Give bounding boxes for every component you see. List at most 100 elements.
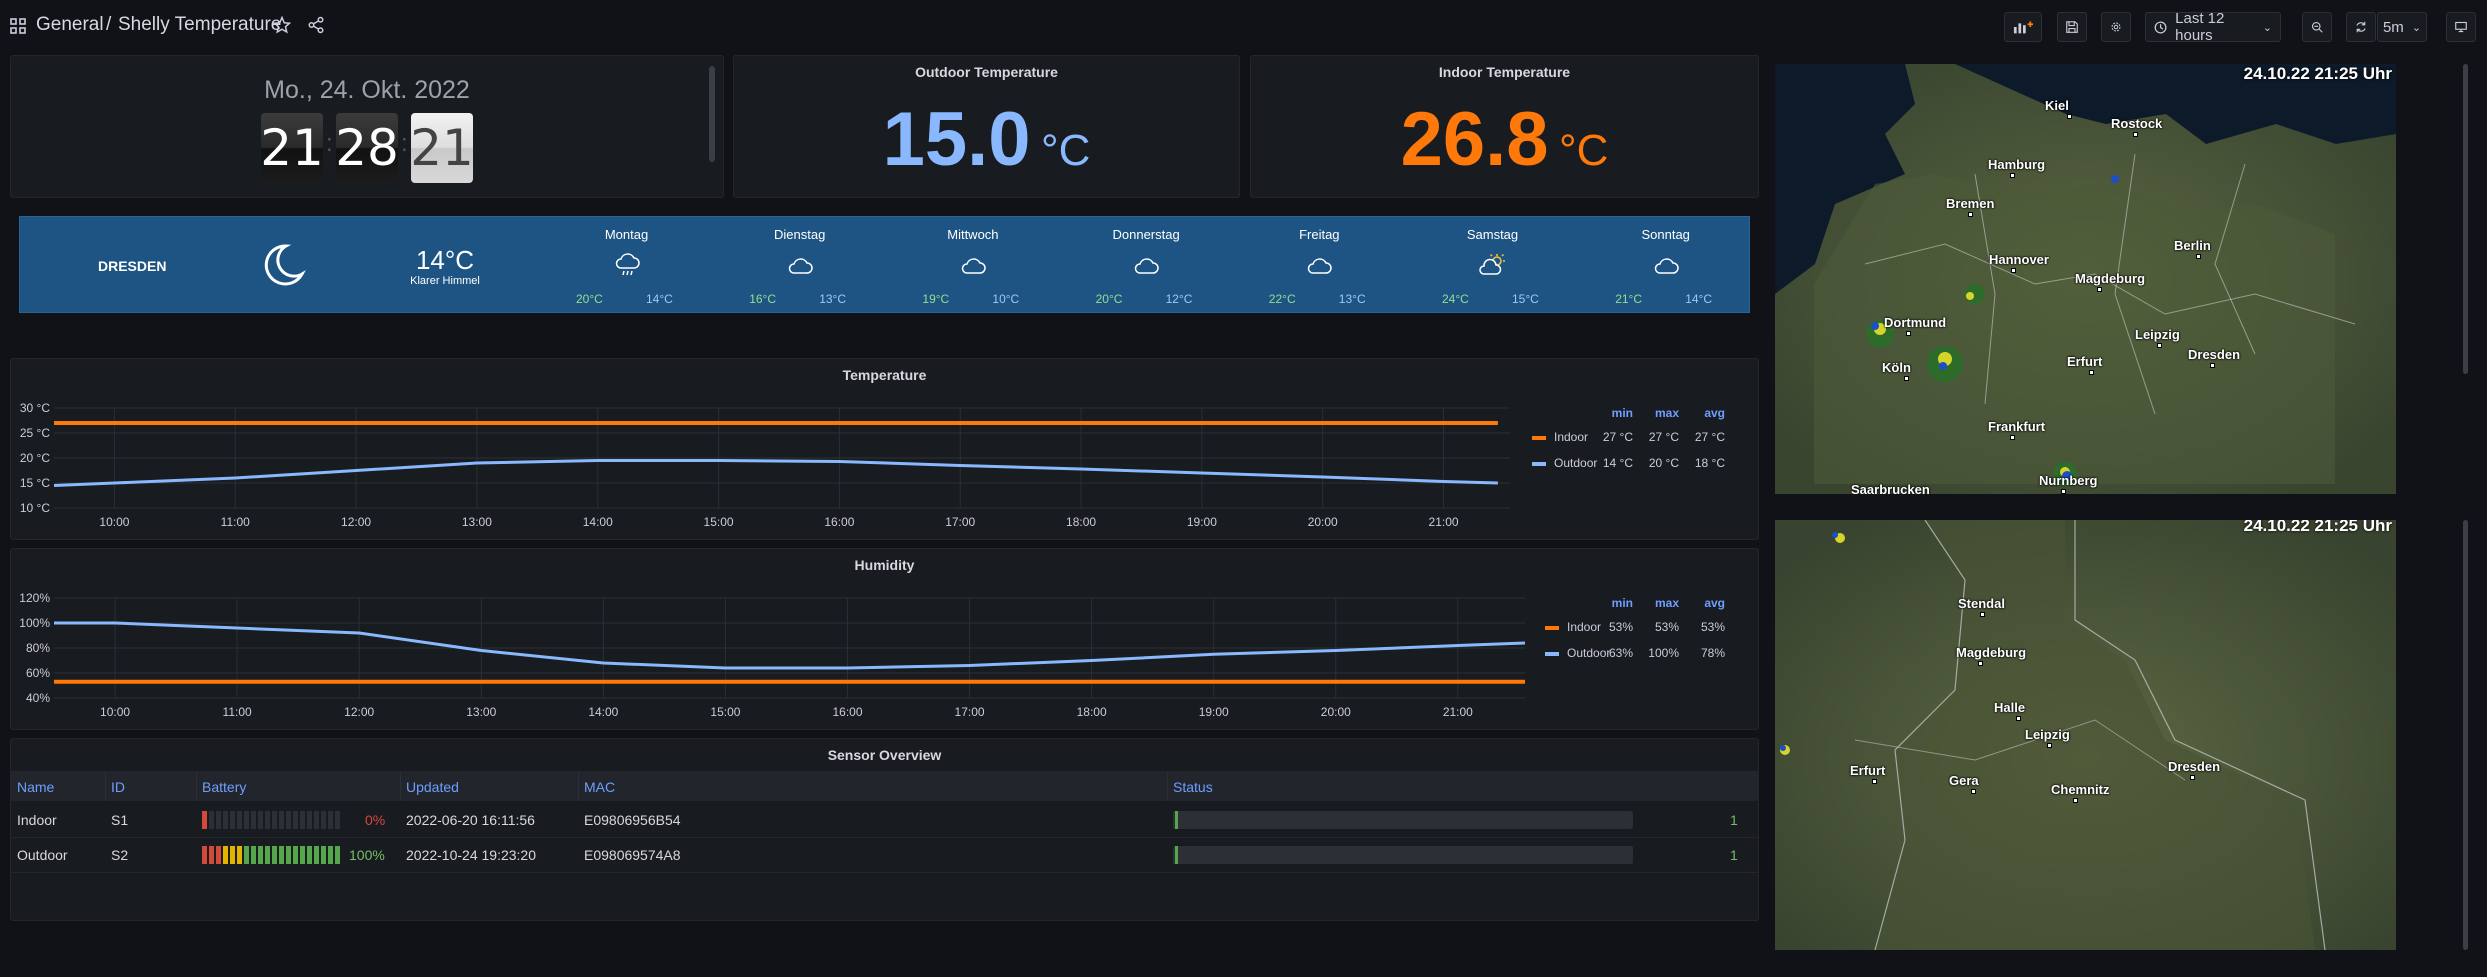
- battery-segment: [251, 846, 256, 864]
- outdoor-stat: 15.0 °C: [734, 96, 1239, 183]
- city-label-rostock: Rostock: [2111, 116, 2163, 131]
- panel-scrollbar[interactable]: [709, 66, 715, 162]
- add-panel-icon: [2013, 21, 2033, 34]
- cloud-icon: [713, 253, 886, 279]
- map-terrain: [1775, 64, 2396, 494]
- battery-segment: [300, 846, 305, 864]
- legend-series-outdoor[interactable]: Outdoor: [1554, 456, 1598, 470]
- x-tick-label: 10:00: [100, 705, 130, 719]
- battery-segment: [300, 811, 305, 829]
- column-header-name[interactable]: Name: [17, 779, 55, 795]
- panel-title: Humidity: [854, 557, 915, 573]
- forecast-high: 24°C: [1442, 292, 1469, 306]
- cloud-icon: [1233, 253, 1406, 279]
- monitor-icon: [2455, 21, 2467, 33]
- star-icon[interactable]: [272, 15, 292, 39]
- panel-title: Indoor Temperature: [1438, 64, 1571, 80]
- battery-segment: [230, 811, 235, 829]
- column-header-status[interactable]: Status: [1173, 779, 1213, 795]
- legend-col-min[interactable]: min: [1611, 406, 1633, 420]
- save-dashboard-button[interactable]: [2057, 12, 2087, 42]
- zoom-out-button[interactable]: [2302, 12, 2332, 42]
- city-dot: [2133, 132, 2138, 137]
- legend-value-max: 27 °C: [1648, 430, 1679, 444]
- breadcrumb-folder[interactable]: General: [36, 14, 104, 35]
- legend-series-outdoor[interactable]: Outdoor: [1567, 646, 1611, 660]
- table-cell-id: S1: [111, 812, 129, 828]
- legend-series-indoor[interactable]: Indoor: [1554, 430, 1589, 444]
- add-panel-button[interactable]: [2004, 12, 2042, 42]
- forecast-low: 10°C: [992, 292, 1020, 306]
- clock-seconds: 21: [410, 113, 474, 183]
- save-icon: [2066, 21, 2078, 33]
- legend-col-min[interactable]: min: [1611, 596, 1633, 610]
- legend-value-avg: 78%: [1700, 646, 1725, 660]
- battery-segment: [265, 846, 270, 864]
- battery-gauge: [202, 811, 352, 829]
- battery-segment: [314, 846, 319, 864]
- column-header-battery[interactable]: Battery: [202, 779, 247, 795]
- city-dot: [1906, 331, 1911, 336]
- moon-icon: [264, 244, 306, 286]
- outdoor-unit: °C: [1041, 126, 1091, 175]
- humidity-panel: Humidity: [10, 548, 1759, 730]
- forecast-day-freitag: Freitag 22°C 13°C: [1233, 217, 1406, 314]
- forecast-day-name: Montag: [604, 227, 649, 242]
- forecast-day-name: Freitag: [1299, 227, 1340, 242]
- y-tick-label: 80%: [26, 641, 50, 655]
- refresh-interval-picker[interactable]: 5m ⌄: [2377, 12, 2427, 42]
- city-label-hamburg: Hamburg: [1988, 157, 2046, 172]
- x-tick-label: 17:00: [955, 705, 985, 719]
- page-scrollbar[interactable]: [2463, 64, 2468, 374]
- clock-separator: :: [401, 130, 408, 157]
- table-cell-name: Outdoor: [17, 847, 68, 863]
- refresh-button[interactable]: [2346, 12, 2376, 42]
- settings-button[interactable]: [2101, 12, 2131, 42]
- tv-mode-button[interactable]: [2446, 12, 2476, 42]
- battery-segment: [314, 811, 319, 829]
- city-label-erfurt: Erfurt: [1850, 763, 1886, 778]
- x-tick-label: 20:00: [1321, 705, 1351, 719]
- table-row[interactable]: [11, 839, 1758, 873]
- battery-segment: [223, 846, 228, 864]
- legend-series-indoor[interactable]: Indoor: [1567, 620, 1602, 634]
- x-tick-label: 10:00: [99, 515, 129, 529]
- column-header-mac[interactable]: MAC: [584, 779, 616, 795]
- panel-title: Sensor Overview: [827, 747, 942, 763]
- city-label-dresden: Dresden: [2188, 347, 2241, 362]
- status-bar-track: [1173, 811, 1633, 829]
- city-dot: [2196, 254, 2201, 259]
- zoom-out-icon: [2311, 21, 2323, 33]
- city-dot: [2190, 775, 2195, 780]
- legend-col-avg[interactable]: avg: [1704, 406, 1725, 420]
- legend-value-max: 20 °C: [1648, 456, 1679, 470]
- city-label-magdeburg: Magdeburg: [2075, 271, 2146, 286]
- legend-col-avg[interactable]: avg: [1704, 596, 1725, 610]
- share-icon[interactable]: [307, 16, 325, 39]
- battery-segment: [265, 811, 270, 829]
- battery-segment: [223, 811, 228, 829]
- legend-col-max[interactable]: max: [1654, 596, 1679, 610]
- forecast-low: 14°C: [1685, 292, 1712, 306]
- forecast-high: 20°C: [1095, 292, 1123, 306]
- table-cell-name: Indoor: [17, 812, 57, 828]
- forecast-day-name: Donnerstag: [1112, 227, 1180, 242]
- legend-col-max[interactable]: max: [1654, 406, 1679, 420]
- battery-segment: [216, 811, 221, 829]
- radar-map-germany: 24.10.22 21:25 Uhr Kiel Rostock Hamburg Bre…: [1775, 64, 2396, 494]
- table-row[interactable]: [11, 804, 1758, 838]
- column-header-updated[interactable]: Updated: [406, 779, 459, 795]
- battery-segment: [258, 846, 263, 864]
- x-tick-label: 13:00: [462, 515, 492, 529]
- column-header-id[interactable]: ID: [111, 779, 125, 795]
- city-label-leipzig: Leipzig: [2135, 327, 2180, 342]
- x-tick-label: 16:00: [832, 705, 862, 719]
- legend-value-max: 100%: [1648, 646, 1679, 660]
- apps-icon[interactable]: [10, 18, 26, 34]
- time-range-picker[interactable]: Last 12 hours ⌄: [2145, 10, 2281, 44]
- legend-swatch: [1545, 652, 1559, 656]
- battery-segment: [202, 811, 207, 829]
- dashboard-title[interactable]: Shelly Temperature: [118, 14, 282, 35]
- page-scrollbar[interactable]: [2463, 520, 2468, 950]
- x-tick-label: 12:00: [341, 515, 371, 529]
